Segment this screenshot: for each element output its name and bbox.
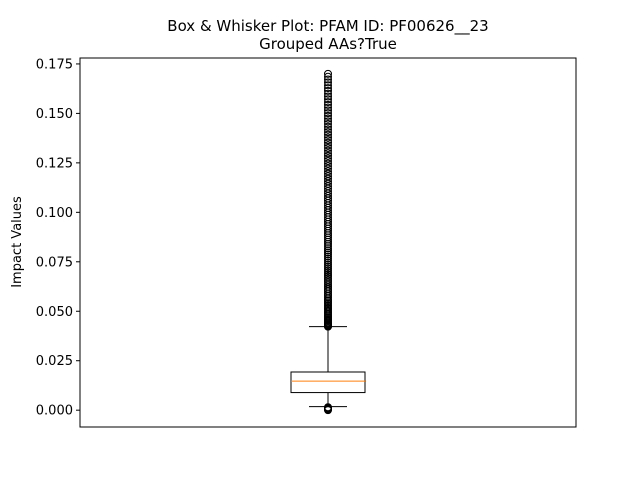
outlier-point [324,403,332,412]
outlier-point [324,159,332,168]
outlier-point [324,103,332,112]
outlier-point [324,167,332,176]
y-tick-label: 0.000 [36,404,73,419]
outlier-point [324,266,332,275]
outlier-point [324,81,332,90]
outlier-point [324,254,332,263]
outlier-point [324,141,332,150]
outlier-point [324,151,332,160]
y-axis: 0.000 0.025 0.050 0.075 0.100 0.125 0.150 0.175 [36,57,80,419]
outlier-point [324,117,332,126]
outlier-point [324,89,332,98]
y-tick-label: 0.075 [36,255,73,270]
outlier-point [324,256,332,265]
outlier-point [324,174,332,183]
outlier-point [324,246,332,255]
chart-title: Box & Whisker Plot: PFAM ID: PF00626__23 [167,17,488,36]
outlier-point [324,98,332,107]
outlier-point [324,146,332,155]
y-tick-label: 0.100 [36,206,73,221]
outlier-point [324,144,332,153]
y-tick-label: 0.175 [36,57,73,72]
outlier-point [324,111,332,120]
plot-area [290,69,366,415]
y-tick-label: 0.125 [36,156,73,171]
outlier-point [324,69,332,78]
iqr-box [290,371,366,394]
outlier-point [324,164,332,173]
outlier-point [324,72,332,81]
outlier-point [324,78,332,87]
outlier-point [324,154,332,163]
outlier-point [324,264,332,273]
outlier-point [324,262,332,271]
outlier-point [324,75,332,84]
outlier-point [324,169,332,178]
outlier-point [324,136,332,145]
y-axis-label: Impact Values [10,196,25,288]
y-tick-label: 0.150 [36,107,73,122]
outlier-point [324,92,332,101]
outlier-point [324,244,332,253]
outlier-point [324,122,332,131]
outlier-point [324,248,332,257]
outlier-point [324,242,332,251]
outlier-point [324,95,332,104]
outlier-point [324,125,332,134]
outlier-point [324,130,332,139]
outlier-point [324,149,332,158]
outlier-point [324,162,332,171]
outlier-point [324,172,332,181]
outlier-point [324,258,332,267]
chart-subtitle: Grouped AAs?True [259,35,397,53]
plot-frame [79,57,577,428]
outlier-point [324,100,332,109]
outlier-point [324,106,332,115]
outlier-point [324,252,332,261]
outlier-point [324,128,332,137]
outlier-point [324,120,332,129]
outlier-point [324,138,332,147]
outlier-point [324,109,332,118]
outlier-point [324,157,332,166]
outlier-point [324,114,332,123]
outlier-point [324,86,332,95]
outlier-point [324,133,332,142]
outlier-point [324,84,332,93]
outlier-point [324,177,332,186]
y-tick-label: 0.025 [36,354,73,369]
outlier-point [324,250,332,259]
outlier-point [324,260,332,269]
y-tick-label: 0.050 [36,305,73,320]
